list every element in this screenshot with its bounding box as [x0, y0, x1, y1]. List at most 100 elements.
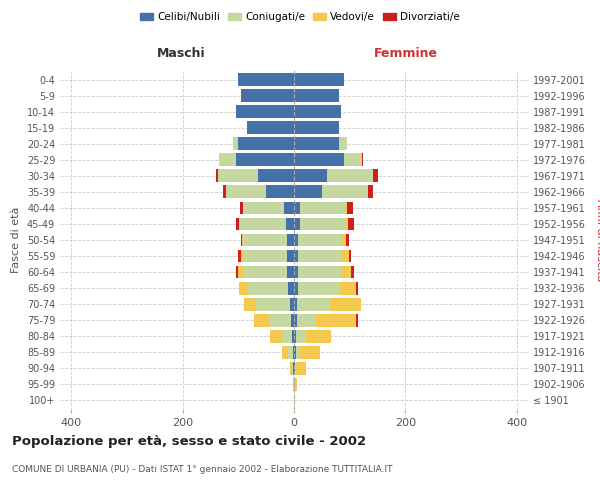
- Bar: [258, 170, 294, 182]
- Bar: [290, 362, 292, 374]
- Bar: [346, 234, 349, 246]
- Bar: [328, 170, 373, 182]
- Legend: Celibi/Nubili, Coniugati/e, Vedovi/e, Divorziati/e: Celibi/Nubili, Coniugati/e, Vedovi/e, Di…: [136, 8, 464, 26]
- Bar: [296, 346, 300, 358]
- Bar: [244, 250, 287, 262]
- Bar: [294, 378, 298, 391]
- Bar: [297, 298, 330, 310]
- Bar: [294, 362, 295, 374]
- Bar: [338, 282, 356, 294]
- Bar: [284, 202, 294, 214]
- Bar: [294, 122, 338, 134]
- Bar: [338, 138, 347, 150]
- Bar: [240, 202, 244, 214]
- Bar: [244, 266, 287, 278]
- Bar: [296, 362, 306, 374]
- Bar: [344, 154, 362, 166]
- Bar: [356, 282, 358, 294]
- Bar: [238, 138, 294, 150]
- Bar: [242, 234, 244, 246]
- Bar: [292, 362, 293, 374]
- Bar: [368, 186, 373, 198]
- Bar: [266, 186, 294, 198]
- Bar: [247, 122, 294, 134]
- Bar: [294, 346, 296, 358]
- Y-axis label: Anni di nascita: Anni di nascita: [595, 198, 600, 281]
- Bar: [294, 186, 322, 198]
- Bar: [347, 202, 353, 214]
- Bar: [239, 282, 248, 294]
- Bar: [299, 218, 345, 230]
- Bar: [287, 250, 294, 262]
- Bar: [298, 234, 342, 246]
- Bar: [294, 138, 338, 150]
- Bar: [298, 250, 342, 262]
- Bar: [254, 314, 270, 326]
- Bar: [295, 362, 296, 374]
- Bar: [289, 282, 294, 294]
- Bar: [294, 314, 297, 326]
- Bar: [294, 73, 344, 86]
- Bar: [342, 266, 351, 278]
- Bar: [296, 330, 306, 342]
- Bar: [244, 298, 256, 310]
- Bar: [241, 250, 244, 262]
- Bar: [219, 154, 235, 166]
- Bar: [293, 346, 294, 358]
- Bar: [298, 266, 342, 278]
- Bar: [294, 298, 297, 310]
- Bar: [294, 234, 298, 246]
- Text: COMUNE DI URBANIA (PU) - Dati ISTAT 1° gennaio 2002 - Elaborazione TUTTITALIA.IT: COMUNE DI URBANIA (PU) - Dati ISTAT 1° g…: [12, 465, 392, 474]
- Bar: [233, 138, 238, 150]
- Bar: [294, 170, 328, 182]
- Bar: [238, 266, 244, 278]
- Bar: [294, 250, 298, 262]
- Bar: [286, 218, 294, 230]
- Bar: [362, 154, 363, 166]
- Bar: [345, 202, 347, 214]
- Bar: [349, 250, 352, 262]
- Bar: [270, 314, 291, 326]
- Bar: [241, 89, 294, 102]
- Bar: [270, 330, 283, 342]
- Bar: [291, 314, 294, 326]
- Bar: [241, 234, 242, 246]
- Bar: [256, 298, 290, 310]
- Bar: [294, 154, 344, 166]
- Bar: [238, 250, 241, 262]
- Bar: [345, 218, 348, 230]
- Bar: [314, 314, 356, 326]
- Bar: [356, 314, 358, 326]
- Bar: [294, 282, 298, 294]
- Bar: [226, 186, 266, 198]
- Bar: [294, 218, 299, 230]
- Bar: [294, 202, 299, 214]
- Bar: [297, 314, 314, 326]
- Bar: [289, 346, 293, 358]
- Bar: [322, 186, 368, 198]
- Text: Femmine: Femmine: [374, 47, 439, 60]
- Text: Popolazione per età, sesso e stato civile - 2002: Popolazione per età, sesso e stato civil…: [12, 435, 366, 448]
- Bar: [351, 266, 353, 278]
- Bar: [248, 282, 289, 294]
- Bar: [294, 394, 295, 407]
- Bar: [238, 73, 294, 86]
- Bar: [294, 89, 338, 102]
- Bar: [239, 218, 240, 230]
- Bar: [287, 266, 294, 278]
- Bar: [342, 234, 346, 246]
- Bar: [218, 170, 258, 182]
- Bar: [235, 106, 294, 118]
- Bar: [298, 282, 338, 294]
- Bar: [236, 218, 239, 230]
- Bar: [240, 218, 286, 230]
- Bar: [244, 234, 287, 246]
- Bar: [348, 218, 353, 230]
- Bar: [294, 330, 296, 342]
- Bar: [236, 266, 238, 278]
- Bar: [223, 186, 226, 198]
- Bar: [235, 154, 294, 166]
- Bar: [290, 298, 294, 310]
- Bar: [306, 330, 331, 342]
- Bar: [244, 202, 284, 214]
